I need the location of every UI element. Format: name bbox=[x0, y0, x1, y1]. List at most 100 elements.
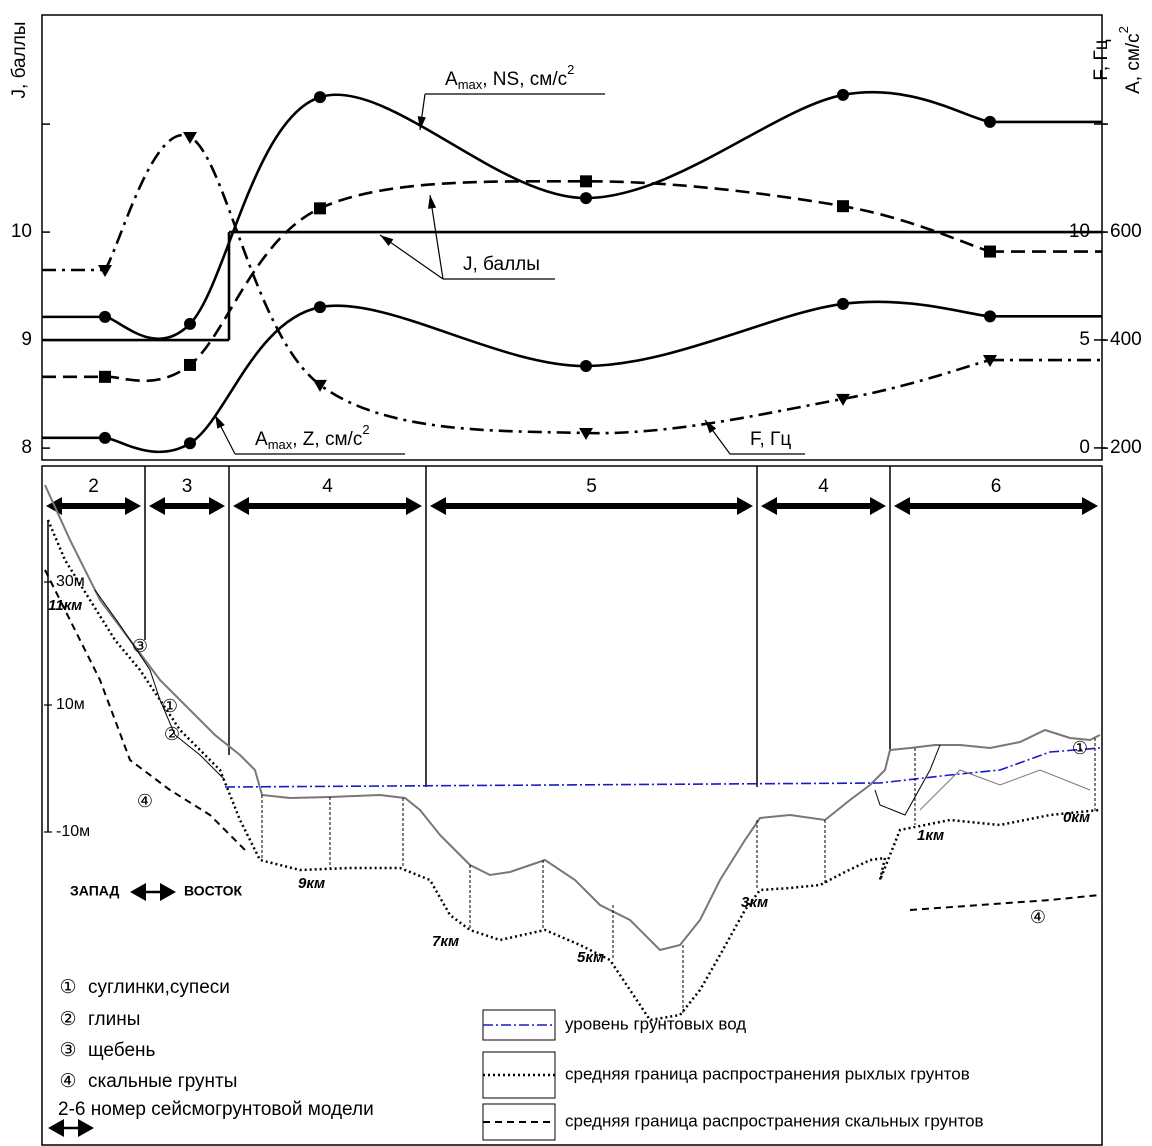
annotation-arrowhead bbox=[428, 195, 436, 209]
zone-arrowhead bbox=[160, 883, 176, 901]
annotation-sub: max bbox=[268, 437, 293, 452]
y-tick-label: 10 bbox=[11, 221, 32, 242]
series-line bbox=[105, 181, 990, 380]
y3-axis-title: A, см/с2 bbox=[1116, 26, 1144, 94]
annotation-sup: 2 bbox=[567, 62, 574, 77]
km-label: 7км bbox=[432, 933, 459, 950]
scale-label: 10м bbox=[56, 696, 85, 713]
annotation-arrowhead bbox=[215, 415, 225, 429]
marker bbox=[837, 200, 849, 212]
series-line bbox=[105, 302, 990, 452]
soil-marker: ④ bbox=[1030, 907, 1046, 927]
soil-layer-line bbox=[875, 745, 940, 815]
annotation-base: A bbox=[255, 429, 268, 450]
legend-text: уровень грунтовых вод bbox=[565, 1014, 746, 1033]
zone-arrowhead bbox=[48, 1119, 64, 1137]
annotation-base: A bbox=[445, 69, 458, 90]
legend-text: средняя граница распространения рыхлых г… bbox=[565, 1064, 970, 1083]
annotation-text: F, Гц bbox=[750, 429, 791, 450]
legend-symbol: ④ bbox=[59, 1071, 76, 1092]
annotation-text: , Z, см/с bbox=[292, 429, 362, 450]
zone-arrowhead bbox=[406, 497, 422, 515]
chart-frame bbox=[42, 15, 1102, 460]
marker bbox=[99, 432, 111, 444]
annotation-text: J, баллы bbox=[463, 254, 540, 275]
km-label: 1км bbox=[917, 827, 944, 844]
zone-arrowhead bbox=[209, 497, 225, 515]
profile-frame bbox=[42, 466, 1102, 1145]
ground-surface bbox=[45, 485, 1100, 950]
marker bbox=[99, 311, 111, 323]
legend-symbol: ③ bbox=[59, 1040, 76, 1061]
annotation-text: , NS, см/с bbox=[482, 69, 567, 90]
zone-label: 5 bbox=[586, 476, 597, 497]
km-label: 5км bbox=[577, 949, 604, 966]
legend-model: 2-6 номер сейсмогрунтовой модели bbox=[58, 1099, 374, 1120]
zone-arrowhead bbox=[233, 497, 249, 515]
marker bbox=[99, 371, 111, 383]
zone-label: 4 bbox=[818, 476, 829, 497]
legend-symbol: ① bbox=[59, 977, 76, 998]
legend-text: глины bbox=[88, 1009, 140, 1030]
y3-tick-label: 400 bbox=[1110, 329, 1142, 350]
zone-label: 4 bbox=[322, 476, 333, 497]
marker bbox=[580, 192, 592, 204]
annotation-arrowhead bbox=[380, 235, 393, 246]
zone-arrowhead bbox=[894, 497, 910, 515]
y3-tick-label: 600 bbox=[1110, 221, 1142, 242]
groundwater-level bbox=[225, 748, 1100, 787]
annotation: Amax, Z, см/с2 bbox=[255, 422, 370, 452]
y3-axis-title-text: A, см/с bbox=[1123, 33, 1144, 94]
zone-label: 3 bbox=[182, 476, 193, 497]
scale-label: -10м bbox=[56, 823, 90, 840]
y3-tick-label: 200 bbox=[1110, 437, 1142, 458]
legend-text: суглинки,супеси bbox=[88, 977, 230, 998]
y2-tick-label: 5 bbox=[1079, 329, 1090, 350]
marker bbox=[984, 116, 996, 128]
soil-marker: ② bbox=[164, 724, 180, 744]
y-axis-title: J, баллы bbox=[9, 22, 30, 99]
marker bbox=[314, 202, 326, 214]
scale-label: 30м bbox=[56, 573, 85, 590]
annotation-sub: max bbox=[458, 77, 483, 92]
soil-marker: ④ bbox=[137, 791, 153, 811]
zone-arrowhead bbox=[737, 497, 753, 515]
y2-tick-label: 0 bbox=[1079, 437, 1090, 458]
zone-arrowhead bbox=[130, 883, 146, 901]
zone-arrowhead bbox=[125, 497, 141, 515]
km-label: 11км bbox=[48, 597, 82, 614]
zone-arrowhead bbox=[761, 497, 777, 515]
rock-boundary bbox=[910, 895, 1100, 910]
annotation: F, Гц bbox=[750, 429, 791, 450]
zone-arrowhead bbox=[78, 1119, 94, 1137]
marker bbox=[837, 89, 849, 101]
km-label: 3км bbox=[741, 894, 768, 911]
soil-marker: ① bbox=[1072, 738, 1088, 758]
marker bbox=[580, 175, 592, 187]
marker bbox=[184, 359, 196, 371]
legend-text: средняя граница распространения скальных… bbox=[565, 1111, 984, 1130]
marker bbox=[837, 298, 849, 310]
soil-marker: ① bbox=[162, 696, 178, 716]
annotation-sup: 2 bbox=[362, 422, 369, 437]
marker bbox=[184, 437, 196, 449]
figure: 89100510200400600J, баллыF, ГцA, см/с2Am… bbox=[0, 0, 1152, 1146]
km-label: 0км bbox=[1063, 809, 1090, 826]
zone-arrowhead bbox=[430, 497, 446, 515]
soil-marker: ③ bbox=[132, 636, 148, 656]
marker bbox=[314, 91, 326, 103]
annotation: J, баллы bbox=[463, 254, 540, 275]
y-tick-label: 9 bbox=[21, 329, 32, 350]
y3-axis-title-sup: 2 bbox=[1116, 26, 1131, 33]
zone-label: 6 bbox=[991, 476, 1002, 497]
annotation: Amax, NS, см/с2 bbox=[445, 62, 574, 92]
marker bbox=[313, 380, 327, 392]
legend-symbol: ② bbox=[59, 1009, 76, 1030]
y-tick-label: 8 bbox=[21, 437, 32, 458]
km-label: 9км bbox=[298, 875, 325, 892]
zone-label: 2 bbox=[88, 476, 99, 497]
y2-axis-title: F, Гц bbox=[1091, 39, 1112, 80]
zone-arrowhead bbox=[870, 497, 886, 515]
legend-text: скальные грунты bbox=[88, 1071, 237, 1092]
direction-west: ЗАПАД bbox=[70, 883, 119, 899]
